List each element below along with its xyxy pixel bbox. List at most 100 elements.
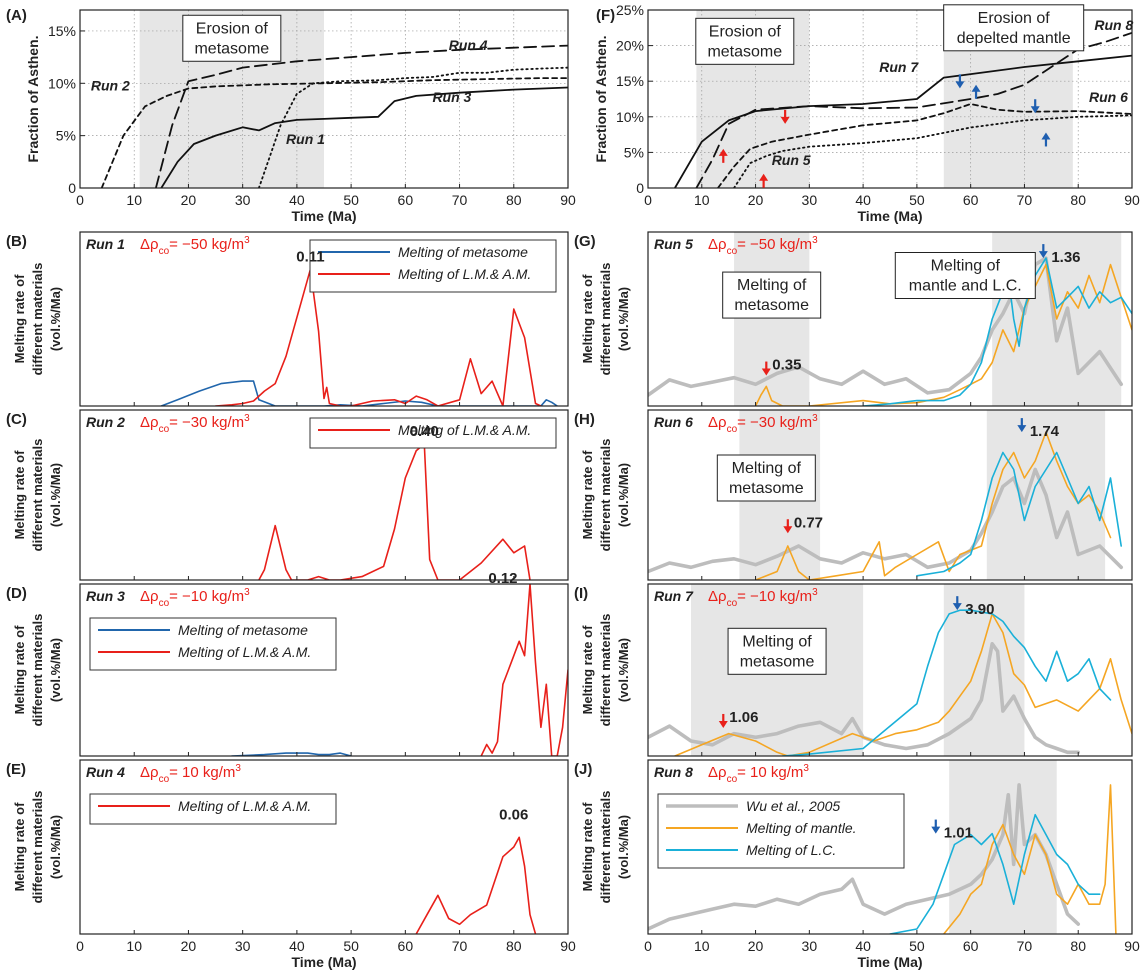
panel-f-xtick-label-0: 0	[644, 192, 652, 208]
panel-a-series-run-2	[100, 77, 568, 188]
panel-a-note-text-0-1: metasome	[194, 40, 269, 57]
panel-f-arrow-5-head	[1030, 106, 1040, 114]
panel-d-peak-label: 0.12	[488, 570, 517, 587]
panel-d-series-melting-of-l-m-a-m	[480, 584, 568, 756]
panel-j-xtick-label-80: 80	[1070, 938, 1086, 954]
panel-e-ylabel-line-1: different materials	[30, 791, 45, 904]
panel-h-label: (H)	[574, 411, 595, 428]
panel-i-peak-arrow-head	[952, 603, 962, 611]
panel-e-peak-label: 0.06	[499, 807, 528, 824]
panel-a-xtick-label-40: 40	[289, 192, 305, 208]
panel-a-ytick-label-10: 10%	[48, 75, 76, 91]
panel-j-frame	[647, 759, 1133, 935]
panel-h-note-box-0	[716, 454, 816, 502]
panel-j-xtick-label-10: 10	[694, 938, 710, 954]
panel-e-series-melting-of-l-m-a-m	[415, 836, 537, 934]
panel-h-run-label: Run 6	[654, 414, 693, 430]
panel-f-series-label-1: Run 7	[879, 59, 919, 75]
panel-b-legend-box	[309, 239, 557, 293]
panel-f-series-label-3: Run 5	[772, 152, 811, 168]
panel-d-label: (D)	[6, 585, 27, 602]
panel-a-xtick-label-90: 90	[560, 192, 576, 208]
panel-b-legend-label-0: Melting of metasome	[398, 244, 528, 260]
panel-b-label: (B)	[6, 233, 27, 250]
panel-e-xtick-label-80: 80	[506, 938, 522, 954]
panel-g-frame	[647, 231, 1133, 407]
panel-b-legend-label-1: Melting of L.M.& A.M.	[398, 266, 531, 282]
panel-i-ylabel-line-2: (vol.%/Ma)	[616, 638, 631, 702]
panel-d-drho-label: Δρco= −10 kg/m3	[140, 587, 250, 609]
panel-j-xtick-label-50: 50	[909, 938, 925, 954]
panel-a-xlabel: Time (Ma)	[291, 208, 356, 224]
panel-e-legend-box	[89, 793, 337, 825]
panel-d-legend-label-1: Melting of L.M.& A.M.	[178, 644, 311, 660]
panel-i-note-text-0-0: Melting of	[742, 633, 812, 650]
panel-a-label: (A)	[6, 7, 27, 24]
panel-f-ytick-label-0: 0	[636, 180, 644, 196]
panel-f-xtick-label-20: 20	[748, 192, 764, 208]
panel-e-xtick-label-70: 70	[452, 938, 468, 954]
axes-frame-layer	[79, 9, 1133, 935]
panel-g-note-text-0-1: metasome	[734, 297, 809, 314]
panel-e-xlabel: Time (Ma)	[291, 954, 356, 970]
panel-f-ytick-label-15: 15%	[616, 73, 644, 89]
panel-b-series-melting-of-metasome	[160, 380, 559, 406]
panel-f-xtick-label-60: 60	[963, 192, 979, 208]
panel-f-note-text-1-1: depelted mantle	[957, 30, 1071, 47]
panel-h-drho-label: Δρco= −30 kg/m3	[708, 413, 818, 435]
panel-i-ylabel-line-1: different materials	[598, 614, 613, 727]
panel-a-ylabel: Fraction of Asthen.	[25, 35, 41, 162]
panel-f-xtick-label-40: 40	[855, 192, 871, 208]
panel-f-note-text-0-1: metasome	[707, 43, 782, 60]
panel-f-xtick-label-10: 10	[694, 192, 710, 208]
panel-b-series-melting-of-l-m-a-m	[214, 268, 542, 406]
panel-j-label: (J)	[574, 761, 592, 778]
panel-g-peak-arrow-head	[1038, 251, 1048, 259]
panel-a-xtick-label-60: 60	[398, 192, 414, 208]
panel-e-label: (E)	[6, 761, 26, 778]
panel-g-peak-label: 1.36	[1051, 249, 1080, 266]
panel-e-ylabel-line-2: (vol.%/Ma)	[48, 815, 63, 879]
panel-f-note-text-1-0: Erosion of	[978, 10, 1051, 27]
panel-j-xtick-label-70: 70	[1017, 938, 1033, 954]
panel-a-xtick-label-50: 50	[343, 192, 359, 208]
panel-f-ylabel: Fraction of Asthen.	[593, 35, 609, 162]
panel-c-run-label: Run 2	[86, 414, 125, 430]
panel-b-drho-label: Δρco= −50 kg/m3	[140, 235, 250, 257]
panel-i-peak-label: 3.90	[965, 601, 994, 618]
panel-d-run-label: Run 3	[86, 588, 125, 604]
panel-h-ylabel-line-0: Melting rate of	[580, 450, 595, 540]
panel-f-xlabel: Time (Ma)	[857, 208, 922, 224]
panel-a-xtick-label-0: 0	[76, 192, 84, 208]
panel-a-series-label-1: Run 4	[449, 37, 488, 53]
panel-i-drho-label: Δρco= −10 kg/m3	[708, 587, 818, 609]
panel-e-xtick-label-30: 30	[235, 938, 251, 954]
panel-j-ylabel-line-0: Melting rate of	[580, 802, 595, 892]
panel-a-ytick-label-15: 15%	[48, 23, 76, 39]
panel-f-series-run-8	[695, 31, 1132, 188]
panel-d-series-melting-of-metasome	[231, 752, 352, 756]
panel-h-series-melting-of-mantle	[754, 431, 1112, 580]
panel-a-series-label-3: Run 1	[286, 131, 325, 147]
panel-a-series-label-2: Run 3	[432, 89, 471, 105]
panel-j-ylabel-line-2: (vol.%/Ma)	[616, 815, 631, 879]
panel-h-series-wu-et-al-2005	[648, 467, 1123, 574]
panel-f-ytick-label-5: 5%	[624, 144, 644, 160]
panel-h-frame	[647, 409, 1133, 581]
panel-c-series-melting-of-l-m-a-m	[258, 443, 531, 580]
panel-g-label: (G)	[574, 233, 596, 250]
panel-f-frame	[647, 9, 1133, 189]
panel-j-xtick-label-20: 20	[748, 938, 764, 954]
panel-g-note-text-1-0: Melting of	[931, 258, 1001, 275]
panel-b-run-label: Run 1	[86, 236, 125, 252]
panel-j-run-label: Run 8	[654, 764, 693, 780]
panel-h-ylabel-line-1: different materials	[598, 439, 613, 552]
panel-a-series-run-3	[160, 86, 568, 188]
panel-a-note-text-0-0: Erosion of	[196, 20, 269, 37]
panel-e-ylabel-line-0: Melting rate of	[12, 802, 27, 892]
panel-f-xtick-label-90: 90	[1124, 192, 1140, 208]
panel-a-frame	[79, 9, 569, 189]
panel-h-peak-label: 1.74	[1030, 423, 1060, 440]
panel-g-ylabel-line-2: (vol.%/Ma)	[616, 287, 631, 351]
panel-c-legend-label-0: Melting of L.M.& A.M.	[398, 422, 531, 438]
